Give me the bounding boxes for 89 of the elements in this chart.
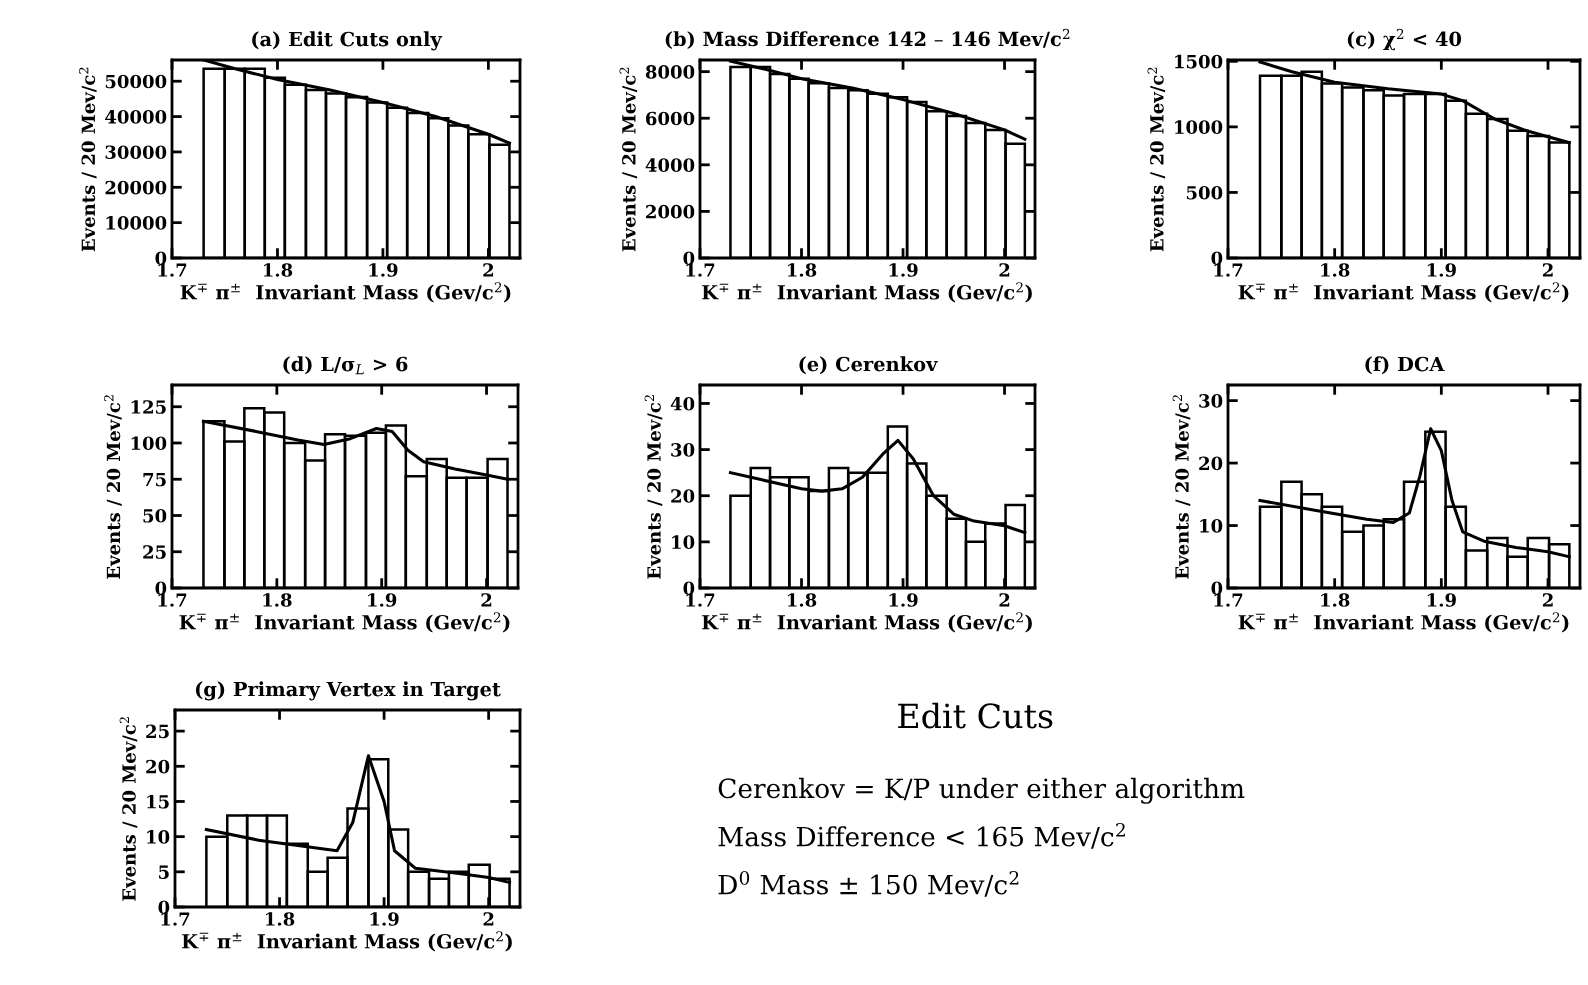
x-tick-label: 1.7	[158, 263, 187, 277]
x-tick-label: 1.7	[1214, 593, 1243, 607]
text: K$^{∓}$ π$^{±}$ Invariant Mass (Gev/c$^{2}$)	[182, 931, 512, 952]
text: K$^{∓}$ π$^{±}$ Invariant Mass (Gev/c$^{2}$)	[180, 282, 511, 303]
y-tick-label: 20	[1199, 456, 1223, 471]
y-tick-label: 0	[683, 251, 695, 266]
x-tick-label: 2	[483, 912, 494, 926]
x-tick-label: 1.8	[1321, 263, 1350, 277]
y-tick-label: 40000	[105, 110, 167, 124]
y-tick-label: 0	[683, 581, 695, 596]
y-tick-label: 0	[1211, 251, 1223, 266]
y-tick-label: 10	[147, 830, 170, 844]
y-tick-label: 6000	[646, 111, 695, 126]
x-tick-label: 2	[483, 263, 494, 277]
y-tick-label: 30	[671, 443, 695, 457]
y-tick-label: 15	[147, 794, 169, 809]
y-axis-title: Events / 20 Mev/c$^{2}$	[619, 67, 638, 252]
text: D$^{0}$ Mass ± 150 Mev/c$^{2}$	[718, 870, 1019, 897]
x-tick-label: 2	[999, 263, 1010, 277]
y-axis-title: Events / 20 Mev/c$^{2}$	[644, 395, 663, 579]
y-axis-title: Events / 20 Mev/c$^{2}$	[1147, 67, 1166, 252]
x-tick-label: 1.7	[686, 263, 715, 277]
y-tick-label: 8000	[645, 65, 695, 79]
x-tick-label: 2	[1542, 593, 1553, 607]
y-tick-label: 30000	[105, 145, 167, 160]
text: Edit Cuts	[898, 702, 1053, 729]
y-axis-title: Events / 20 Mev/c$^{2}$	[119, 717, 138, 901]
text: K$^{∓}$ π$^{±}$ Invariant Mass (Gev/c$^{2}$)	[179, 612, 510, 633]
x-tick-label: 1.9	[370, 912, 399, 926]
y-tick-label: 4000	[645, 158, 695, 172]
chart-title: (d) L/σ$_{L}$ > 6	[283, 356, 408, 375]
y-tick-label: 20	[671, 489, 695, 503]
x-tick-label: 1.9	[889, 593, 918, 607]
x-tick-label: 1.9	[1427, 263, 1456, 277]
x-tick-label: 1.8	[263, 263, 293, 277]
y-tick-label: 25	[143, 545, 166, 559]
y-tick-label: 50000	[105, 74, 167, 89]
y-axis-title: Events / 20 Mev/c$^{2}$	[78, 67, 97, 252]
text: Cerenkov = K/P under either algorithm	[718, 777, 1245, 804]
y-tick-label: 75	[143, 472, 166, 487]
y-tick-label: 10000	[106, 216, 167, 230]
y-tick-label: 1500	[1175, 54, 1223, 69]
y-tick-label: 20000	[105, 180, 167, 195]
x-tick-label: 2	[999, 593, 1010, 607]
y-tick-label: 10	[672, 535, 695, 549]
chart-title: (b) Mass Difference 142 – 146 Mev/c$^{2}$	[665, 28, 1070, 49]
y-tick-label: 0	[1211, 581, 1223, 596]
y-tick-label: 20	[146, 759, 170, 774]
x-tick-label: 1.7	[1214, 263, 1243, 277]
x-tick-label: 1.8	[788, 263, 817, 277]
text: K$^{∓}$ π$^{±}$ Invariant Mass (Gev/c$^{2}$)	[702, 282, 1032, 303]
y-tick-label: 40	[670, 396, 695, 411]
y-tick-label: 30	[1199, 394, 1223, 408]
y-tick-label: 50	[143, 508, 167, 523]
x-tick-label: 1.9	[889, 263, 918, 277]
y-tick-label: 25	[146, 724, 169, 739]
y-tick-label: 0	[155, 581, 167, 596]
x-tick-label: 1.9	[1427, 593, 1456, 607]
x-tick-label: 1.8	[266, 912, 295, 926]
y-axis-title: Events / 20 Mev/c$^{2}$	[104, 395, 122, 579]
text: K$^{∓}$ π$^{±}$ Invariant Mass (Gev/c$^{2}$)	[1238, 612, 1569, 633]
x-tick-label: 2	[1542, 263, 1553, 277]
text: K$^{∓}$ π$^{±}$ Invariant Mass (Gev/c$^{2}$)	[1238, 282, 1569, 303]
chart-title: (c) χ$^{2}$ < 40	[1347, 28, 1462, 51]
x-tick-label: 1.8	[263, 593, 292, 607]
y-tick-label: 500	[1186, 185, 1223, 200]
x-tick-label: 1.7	[158, 593, 187, 607]
x-tick-label: 1.9	[369, 263, 398, 277]
y-tick-label: 1000	[1175, 120, 1223, 134]
x-tick-label: 1.8	[788, 593, 817, 607]
x-tick-label: 1.9	[368, 593, 397, 607]
y-tick-label: 5	[159, 865, 169, 879]
x-tick-label: 1.7	[686, 593, 715, 607]
y-tick-label: 10	[1200, 519, 1223, 533]
text: Mass Difference < 165 Mev/c$^{2}$	[718, 822, 1125, 849]
y-tick-label: 2000	[646, 204, 695, 219]
x-tick-label: 1.7	[161, 912, 190, 926]
y-axis-title: Events / 20 Mev/c$^{2}$	[1172, 395, 1191, 579]
chart-title: (f) DCA	[1365, 356, 1445, 375]
chart-title: (a) Edit Cuts only	[252, 31, 443, 51]
chart-title: (g) Primary Vertex in Target	[195, 681, 501, 701]
x-tick-label: 2	[481, 593, 492, 607]
text: K$^{∓}$ π$^{±}$ Invariant Mass (Gev/c$^{2}$)	[702, 612, 1032, 633]
y-tick-label: 0	[158, 900, 170, 915]
y-tick-label: 125	[131, 400, 166, 414]
x-tick-label: 1.8	[1321, 593, 1350, 607]
y-tick-label: 0	[155, 251, 167, 266]
chart-title: (e) Cerenkov	[799, 356, 938, 375]
y-tick-label: 100	[131, 436, 167, 451]
